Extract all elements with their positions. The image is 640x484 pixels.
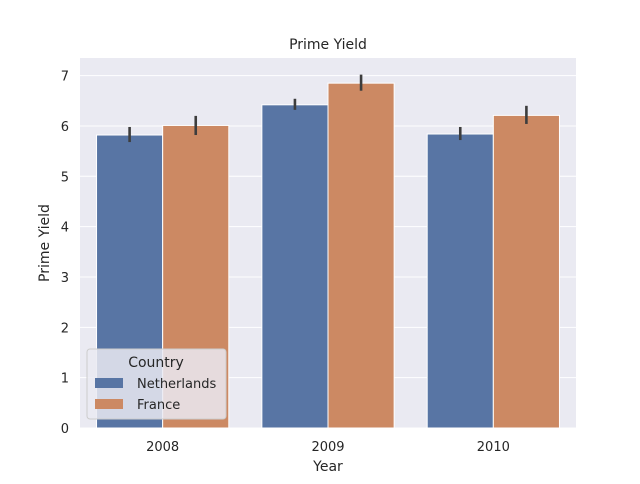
y-tick-label: 6 [61,120,69,135]
x-tick-label: 2010 [477,440,510,455]
y-tick-label: 3 [61,271,69,286]
y-tick-label: 0 [61,422,69,437]
legend-swatch-france [95,399,123,409]
legend-title: Country [128,355,184,371]
legend-label-france: France [137,398,180,413]
y-tick-label: 5 [61,170,69,185]
error-bars [128,74,528,143]
y-tick-label: 7 [61,70,69,85]
x-tick-labels: 2008 2009 2010 [146,440,510,455]
legend-swatch-netherlands [95,378,123,388]
chart-title: Prime Yield [289,37,367,53]
legend-label-netherlands: Netherlands [137,377,216,392]
y-tick-labels: 0 1 2 3 4 5 6 7 [61,70,69,437]
y-axis-label: Prime Yield [37,204,53,282]
y-tick-label: 4 [61,221,69,236]
bar-netherlands-2009 [261,104,329,429]
x-axis-label: Year [312,459,343,475]
x-tick-label: 2009 [311,440,344,455]
legend: Country Netherlands France [86,348,227,420]
y-tick-label: 2 [61,321,69,336]
x-tick-label: 2008 [146,440,179,455]
bar-france-2010 [492,114,560,429]
bar-netherlands-2010 [426,133,494,429]
bar-france-2009 [327,82,395,429]
y-tick-label: 1 [61,372,69,387]
